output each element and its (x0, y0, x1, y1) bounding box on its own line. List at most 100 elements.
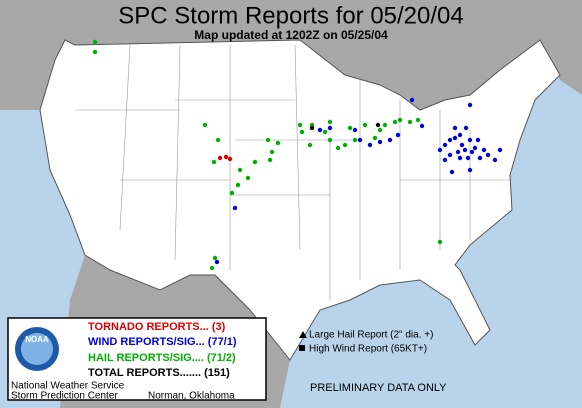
hail-report (92, 49, 98, 55)
hail-report (215, 137, 221, 143)
wind-report (367, 142, 373, 148)
hail-report (327, 137, 333, 143)
tornado-report (223, 154, 229, 160)
wind-report (457, 155, 463, 161)
wind-report (477, 155, 483, 161)
wind-report (485, 152, 491, 158)
wind-report (214, 259, 220, 265)
hail-report (397, 117, 403, 123)
hail-report (235, 182, 241, 188)
title: SPC Storm Reports for 05/20/04 (118, 2, 464, 29)
hail-report (372, 135, 378, 141)
hail-report (209, 265, 215, 271)
wind-report (497, 147, 503, 153)
hail-key: Large Hail Report (2" dia. +) (309, 330, 433, 341)
agency: National Weather Service (11, 381, 125, 392)
wind-report (455, 149, 461, 155)
total-count: TOTAL REPORTS....... (151) (88, 367, 230, 379)
location: Norman, Oklahoma (148, 391, 235, 402)
wind-report (469, 149, 475, 155)
logo-text: NOAA (25, 335, 49, 344)
preliminary-note: PRELIMINARY DATA ONLY (310, 382, 447, 394)
hail-report (407, 119, 413, 125)
wind-report (352, 127, 358, 133)
wind-report (462, 147, 468, 153)
significant-report (375, 122, 381, 128)
wind-report (377, 139, 383, 145)
hail-report (237, 167, 243, 173)
hail-report (377, 127, 383, 133)
wind-report (467, 102, 473, 108)
hail-report (265, 137, 271, 143)
significant-report (309, 125, 315, 131)
wind-report (447, 137, 453, 143)
wind-report (472, 145, 478, 151)
state-lines (75, 44, 510, 300)
wind-report (465, 155, 471, 161)
noaa-logo-inner (21, 333, 53, 365)
wind-report (447, 152, 453, 158)
canada (0, 0, 582, 110)
hail-key-icon (299, 331, 307, 338)
report-markers (92, 39, 503, 271)
hail-report (382, 122, 388, 128)
state-borders (75, 44, 510, 300)
wind-report (467, 167, 473, 173)
hail-report (415, 117, 421, 123)
hail-report (267, 157, 273, 163)
wind-report (409, 97, 415, 103)
united-states (39, 39, 561, 361)
hail-report (392, 119, 398, 125)
hail-report (202, 122, 208, 128)
hail-report (92, 39, 98, 45)
wind-report (232, 205, 238, 211)
wind-count: WIND REPORTS/SIG... (77/1) (88, 336, 237, 348)
wind-report (463, 125, 469, 131)
tornado-report (227, 156, 233, 162)
hail-count: HAIL REPORTS/SIG.... (71/2) (88, 352, 236, 364)
hail-report (307, 142, 313, 148)
wind-report (481, 147, 487, 153)
hail-report (342, 142, 348, 148)
subtitle: Map updated at 1202Z on 05/25/04 (194, 28, 388, 42)
wind-report (449, 169, 455, 175)
hail-report (229, 190, 235, 196)
wind-report (442, 157, 448, 163)
hail-report (437, 239, 443, 245)
tornado-report (217, 155, 223, 161)
hail-report (212, 255, 218, 261)
wind-report (457, 132, 463, 138)
wind-report (492, 157, 498, 163)
hail-report (245, 175, 251, 181)
hail-report (362, 122, 368, 128)
hail-report (352, 137, 358, 143)
wind-report (442, 142, 448, 148)
hail-report (297, 122, 303, 128)
wind-report (467, 137, 473, 143)
hail-report (322, 129, 328, 135)
wind-report (437, 147, 443, 153)
hail-report (269, 149, 275, 155)
wind-key-icon (299, 345, 305, 351)
wind-report (357, 137, 363, 143)
wind-report (452, 125, 458, 131)
hail-report (211, 159, 217, 165)
wind-report (459, 142, 465, 148)
center: Storm Prediction Center (11, 391, 118, 402)
wind-key: High Wind Report (65KT+) (309, 344, 427, 355)
tornado-count: TORNADO REPORTS... (3) (88, 321, 226, 333)
hail-report (252, 159, 258, 165)
wind-report (419, 123, 425, 129)
wind-report (475, 137, 481, 143)
wind-report (395, 132, 401, 138)
hail-report (327, 119, 333, 125)
wind-report (327, 125, 333, 131)
hail-report (347, 125, 353, 131)
wind-report (387, 137, 393, 143)
wind-report (317, 127, 323, 133)
hail-report (275, 140, 281, 146)
hail-report (299, 129, 305, 135)
wind-report (452, 135, 458, 141)
hail-report (335, 145, 341, 151)
